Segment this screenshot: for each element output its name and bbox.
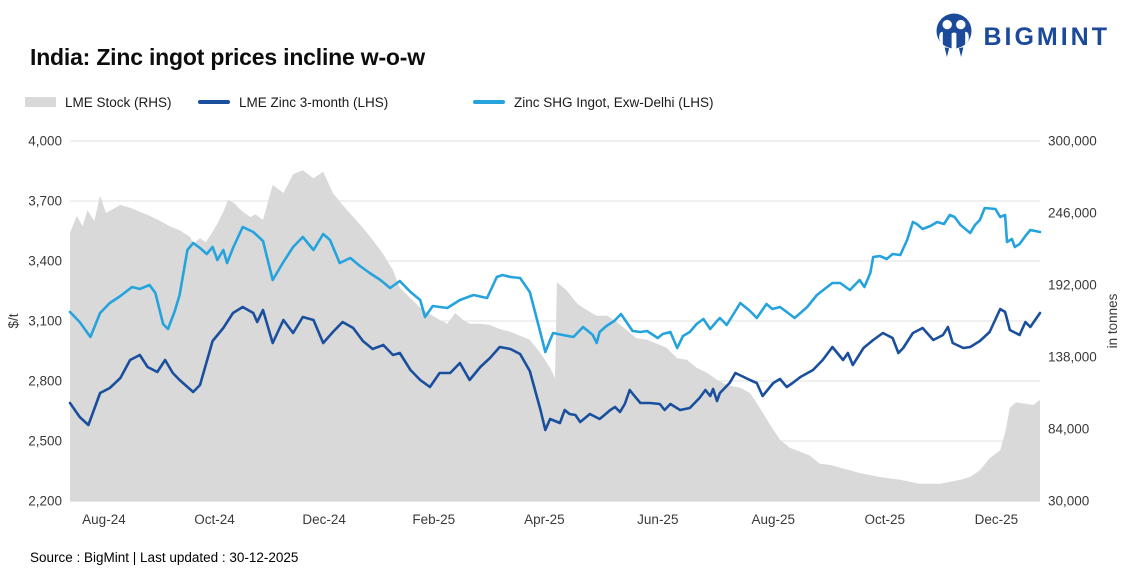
- x-axis-tick-label: Oct-24: [194, 512, 235, 527]
- left-axis-tick-label: 2,200: [28, 494, 62, 509]
- legend-label-zinc-shg: Zinc SHG Ingot, Exw-Delhi (LHS): [514, 94, 714, 110]
- legend-item-lme-stock: LME Stock (RHS): [25, 92, 172, 112]
- left-axis-tick-label: 4,000: [28, 134, 62, 149]
- area-swatch-icon: [25, 97, 56, 107]
- zinc-shg-ingot-exw-delhi-lhs-line: [68, 206, 1042, 354]
- page-title: India: Zinc ingot prices incline w-o-w: [30, 44, 425, 70]
- right-axis-tick-label: 192,000: [1048, 278, 1097, 293]
- left-axis-tick-label: 3,400: [28, 254, 62, 269]
- legend-item-lme-zinc: LME Zinc 3-month (LHS): [198, 92, 388, 112]
- x-axis-tick-label: Aug-25: [751, 512, 795, 527]
- lme-zinc-3-month-lhs-line: [68, 305, 1042, 432]
- chart-legend: LME Stock (RHS) LME Zinc 3-month (LHS) Z…: [0, 92, 1135, 112]
- left-axis-tick-label: 2,500: [28, 434, 62, 449]
- line-swatch-icon: [473, 100, 505, 104]
- bigmint-logo: BIGMINT: [933, 12, 1110, 63]
- bigmint-logo-icon: [933, 12, 975, 63]
- x-axis-tick-label: Oct-25: [865, 512, 906, 527]
- left-axis-tick-label: 2,800: [28, 374, 62, 389]
- right-axis-tick-label: 84,000: [1048, 422, 1089, 437]
- brand-name: BIGMINT: [983, 23, 1110, 51]
- x-axis-tick-label: Aug-24: [82, 512, 126, 527]
- x-axis-tick-label: Jun-25: [637, 512, 678, 527]
- right-axis-tick-label: 138,000: [1048, 350, 1097, 365]
- right-axis-tick-label: 246,000: [1048, 206, 1097, 221]
- legend-item-zinc-shg: Zinc SHG Ingot, Exw-Delhi (LHS): [473, 92, 714, 112]
- left-axis-tick-label: 3,700: [28, 194, 62, 209]
- right-axis-tick-label: 300,000: [1048, 134, 1097, 149]
- legend-label-lme-stock: LME Stock (RHS): [65, 94, 172, 110]
- right-axis-tick-label: 30,000: [1048, 494, 1089, 509]
- x-axis-tick-label: Dec-24: [302, 512, 346, 527]
- source-note: Source : BigMint | Last updated : 30-12-…: [30, 550, 299, 565]
- left-axis-title: $/t: [6, 313, 21, 328]
- legend-label-lme-zinc: LME Zinc 3-month (LHS): [239, 94, 389, 110]
- x-axis-tick-label: Apr-25: [524, 512, 565, 527]
- x-axis-tick-label: Dec-25: [975, 512, 1019, 527]
- lme-stock-rhs-area: [70, 170, 1040, 502]
- left-axis-tick-label: 3,100: [28, 314, 62, 329]
- right-axis-title: in tonnes: [1105, 293, 1120, 348]
- x-axis-tick-label: Feb-25: [412, 512, 455, 527]
- line-swatch-icon: [198, 100, 230, 104]
